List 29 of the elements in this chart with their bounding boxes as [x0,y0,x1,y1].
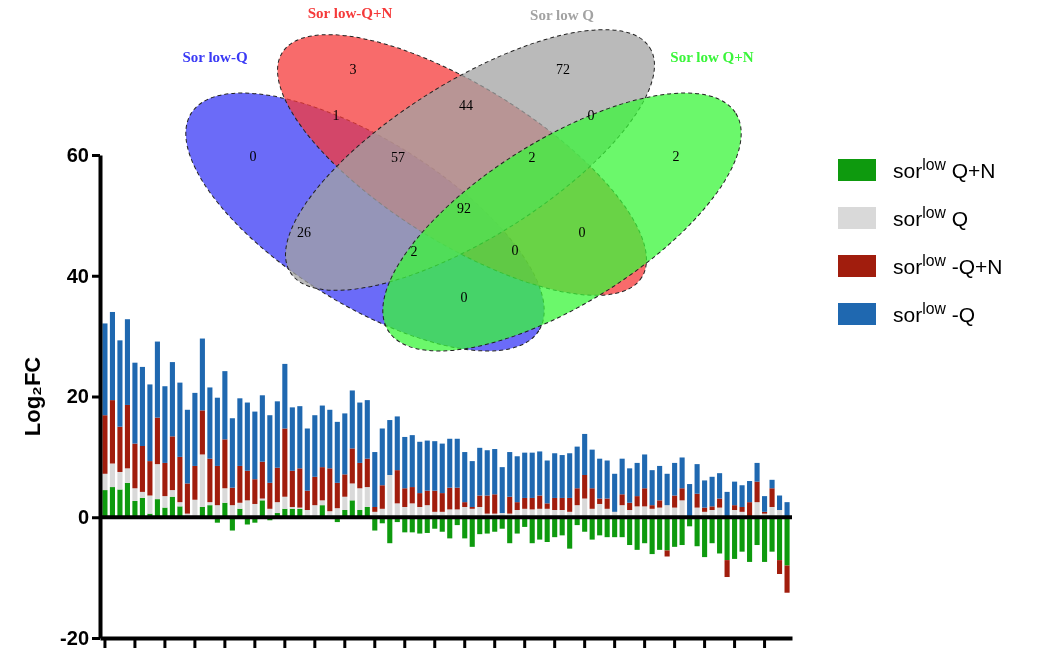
y-tick-label: 40 [66,264,89,287]
text: 0 [587,108,595,123]
annotation: 0 [460,290,468,305]
y-tick-label: -20 [60,626,89,649]
legend-label: sor$^{low}$ Q+N [893,155,996,182]
annotation: 2 [410,244,418,259]
text: 3 [349,62,357,77]
y-axis-title: Log₂FC [20,356,45,437]
legend-label: sor$^{low}$ -Q [893,299,975,326]
y-tick-label: 0 [77,506,89,529]
legend-label: Sor low Q [530,7,595,23]
y-tick-label: 60 [66,143,89,166]
legend-label: Sor low Q+N [670,49,754,65]
text: 1 [332,108,340,123]
annotation: 57 [391,150,405,165]
annotation: 0 [249,149,257,164]
annotation: 0 [511,243,519,258]
legend-label: sor$^{low}$ -Q+N [893,251,1003,278]
y-tick-label: 20 [66,385,89,408]
annotation: 2 [672,149,680,164]
annotation: 26 [297,225,311,240]
text: 44 [459,98,473,113]
annotation: 92 [457,201,471,216]
annotation: 0 [578,225,586,240]
legend-label: sor$^{low}$ Q [893,203,968,230]
legend-label: Sor low-Q+N [307,5,393,21]
legend-label: Sor low-Q [182,49,248,65]
annotation: 2 [528,150,536,165]
text: 72 [556,62,570,77]
